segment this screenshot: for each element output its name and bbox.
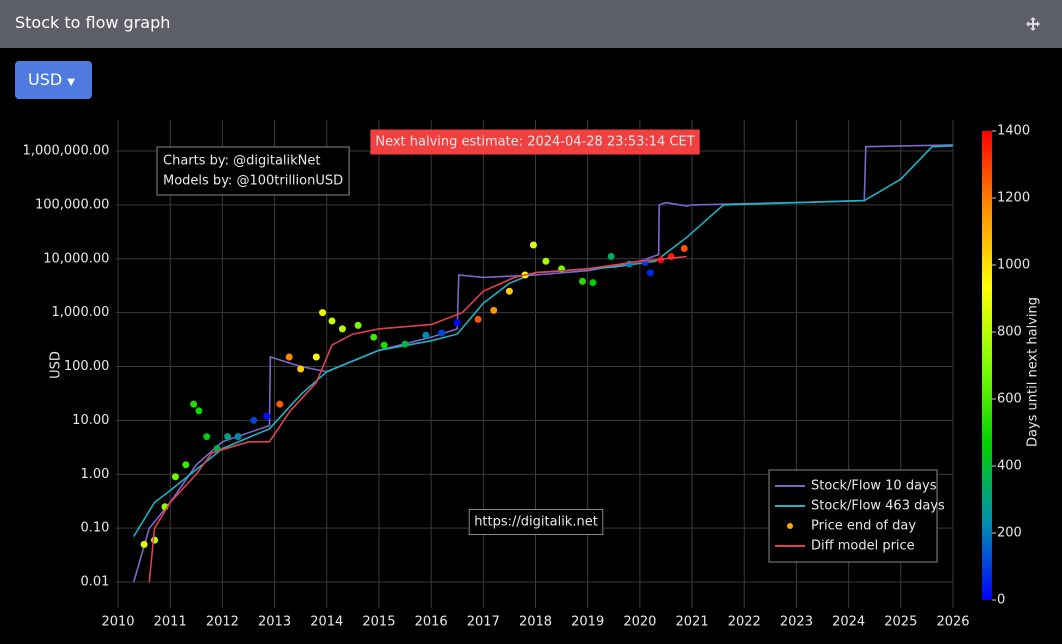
y-tick-label: 1.00 [80, 467, 109, 482]
price-point [370, 333, 378, 341]
chart: 2010 2011 2012 2013 2014 2015 2016 2017 2018 2019… [23, 120, 1041, 630]
y-tick-label: 100.00 [64, 359, 110, 374]
colorbar-tick-label: 1000 [997, 258, 1030, 273]
price-point [276, 400, 284, 408]
annotation-box [370, 129, 700, 155]
x-tick-label: 2021 [676, 615, 709, 630]
x-tick-label: 2017 [467, 615, 500, 630]
colorbar-tick-label: 600 [997, 392, 1022, 407]
x-tick-label: 2024 [832, 615, 865, 630]
annotation-box [468, 509, 604, 535]
price-point [224, 433, 232, 441]
x-tick-label: 2011 [154, 615, 187, 630]
legend-label: Stock/Flow 10 days [811, 479, 937, 494]
price-point [190, 400, 198, 408]
price-point [151, 536, 159, 544]
annotation: https://digitalik.net [474, 515, 598, 530]
x-tick-label: 2016 [415, 615, 448, 630]
colorbar-tick-label: 800 [997, 325, 1022, 340]
price-point [453, 319, 461, 327]
move-icon[interactable] [1026, 17, 1040, 31]
price-point [354, 321, 362, 329]
y-tick-label: 100,000.00 [35, 197, 109, 212]
colorbar-tick-label: 0 [997, 593, 1005, 608]
colorbar-title: Days until next halving [1026, 297, 1041, 447]
price-point [285, 353, 293, 361]
price-point [578, 277, 586, 285]
x-tick-label: 2020 [623, 615, 656, 630]
price-point [607, 253, 615, 261]
legend-swatch [787, 523, 793, 529]
price-point [263, 412, 271, 420]
price-point [542, 257, 550, 265]
x-tick-label: 2013 [258, 615, 291, 630]
x-tick-label: 2015 [362, 615, 395, 630]
y-tick-label: 0.01 [80, 575, 109, 590]
x-tick-label: 2025 [884, 615, 917, 630]
x-tick-label: 2014 [310, 615, 343, 630]
price-point [195, 407, 203, 415]
price-point [505, 287, 513, 295]
price-point [250, 416, 258, 424]
x-tick-label: 2010 [101, 615, 134, 630]
currency-dropdown[interactable]: USD ▼ [15, 61, 92, 99]
price-point [401, 340, 409, 348]
price-point [328, 317, 336, 325]
annotation: Charts by: @digitalikNet [163, 154, 321, 169]
annotation: Next halving estimate: 2024-04-28 23:53:… [375, 135, 694, 150]
price-point [589, 279, 597, 287]
y-tick-label: 1,000.00 [52, 305, 110, 320]
plot-area [132, 144, 953, 583]
colorbar-tick-label: 400 [997, 459, 1022, 474]
annotation-box [156, 146, 350, 196]
annotation: Models by: @100trillionUSD [163, 174, 343, 189]
colorbar-tick-label: 1200 [997, 191, 1030, 206]
price-point [438, 329, 446, 337]
colorbar [982, 131, 992, 600]
y-tick-label: 10.00 [72, 413, 109, 428]
y-tick-label: 0.10 [80, 521, 109, 536]
price-point [171, 473, 179, 481]
price-point [319, 309, 327, 317]
x-tick-label: 2018 [519, 615, 552, 630]
colorbar-tick-label: 200 [997, 526, 1022, 541]
series-line [133, 145, 953, 537]
price-point [297, 365, 305, 373]
price-point [680, 245, 688, 253]
price-point [474, 315, 482, 323]
price-point [422, 331, 430, 339]
price-point [182, 461, 190, 469]
price-point [646, 269, 654, 277]
x-tick-label: 2023 [780, 615, 813, 630]
x-tick-label: 2019 [571, 615, 604, 630]
price-point [529, 241, 537, 249]
price-point [338, 325, 346, 333]
price-point [625, 260, 633, 268]
price-point [490, 306, 498, 314]
y-axis-title: USD [49, 351, 64, 379]
y-tick-label: 10,000.00 [43, 251, 109, 266]
legend-label: Price end of day [811, 519, 916, 534]
y-tick-label: 1,000,000.00 [23, 143, 110, 158]
legend-label: Stock/Flow 463 days [811, 499, 945, 514]
panel-header: Stock to flow graph [0, 0, 1062, 48]
button-label: USD [28, 70, 63, 89]
price-point [140, 540, 148, 548]
colorbar-tick-label: 1400 [997, 124, 1030, 139]
series-line [148, 255, 687, 583]
x-tick-label: 2012 [206, 615, 239, 630]
x-tick-label: 2026 [936, 615, 969, 630]
legend-label: Diff model price [811, 539, 915, 554]
price-point [312, 353, 320, 361]
panel-title: Stock to flow graph [15, 13, 171, 32]
price-point [234, 433, 242, 441]
price-point [203, 433, 211, 441]
x-tick-label: 2022 [728, 615, 761, 630]
price-point [380, 341, 388, 349]
